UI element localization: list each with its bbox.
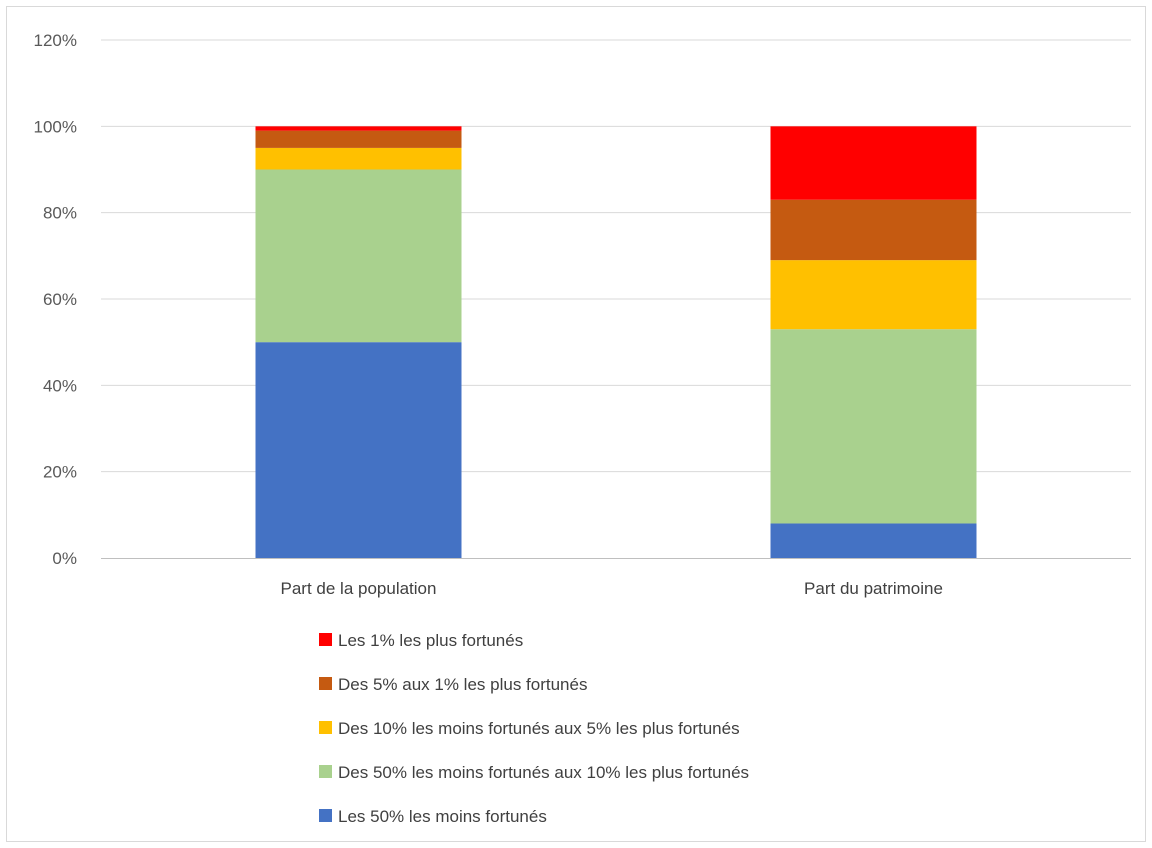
y-tick-label: 80%: [43, 204, 77, 223]
legend-label: Les 50% les moins fortunés: [338, 807, 547, 826]
bar-segment: [770, 260, 977, 330]
bar-segment: [770, 126, 977, 200]
legend-label: Des 50% les moins fortunés aux 10% les p…: [338, 763, 749, 782]
bars: [255, 126, 977, 558]
y-tick-label: 40%: [43, 376, 77, 395]
x-category-label: Part de la population: [281, 579, 437, 598]
legend-swatch: [319, 765, 332, 778]
y-tick-label: 100%: [34, 117, 77, 136]
y-tick-label: 120%: [34, 31, 77, 50]
legend-swatch: [319, 809, 332, 822]
chart-area: 0% 20% 40% 60% 80% 100% 120% Part de la popula…: [6, 6, 1146, 842]
stacked-bar-chart: 0% 20% 40% 60% 80% 100% 120% Part de la popula…: [34, 31, 1131, 826]
bar-segment: [255, 342, 462, 558]
y-axis-tick-labels: 0% 20% 40% 60% 80% 100% 120%: [34, 31, 77, 568]
x-axis: Part de la population Part du patrimoine: [101, 558, 1131, 598]
legend-label: Des 5% aux 1% les plus fortunés: [338, 675, 587, 694]
bar-segment: [770, 199, 977, 261]
legend: Les 1% les plus fortunés Des 5% aux 1% le…: [319, 631, 749, 826]
legend-label: Les 1% les plus fortunés: [338, 631, 523, 650]
bar-segment: [255, 147, 462, 170]
legend-swatch: [319, 677, 332, 690]
bar-segment: [770, 523, 977, 558]
bar-segment: [770, 329, 977, 524]
bar-segment: [255, 130, 462, 148]
legend-swatch: [319, 721, 332, 734]
y-tick-label: 20%: [43, 463, 77, 482]
bar-segment: [255, 169, 462, 343]
x-category-label: Part du patrimoine: [804, 579, 943, 598]
y-tick-label: 0%: [52, 549, 77, 568]
legend-label: Des 10% les moins fortunés aux 5% les pl…: [338, 719, 740, 738]
y-tick-label: 60%: [43, 290, 77, 309]
legend-swatch: [319, 633, 332, 646]
bar-segment: [255, 126, 462, 131]
